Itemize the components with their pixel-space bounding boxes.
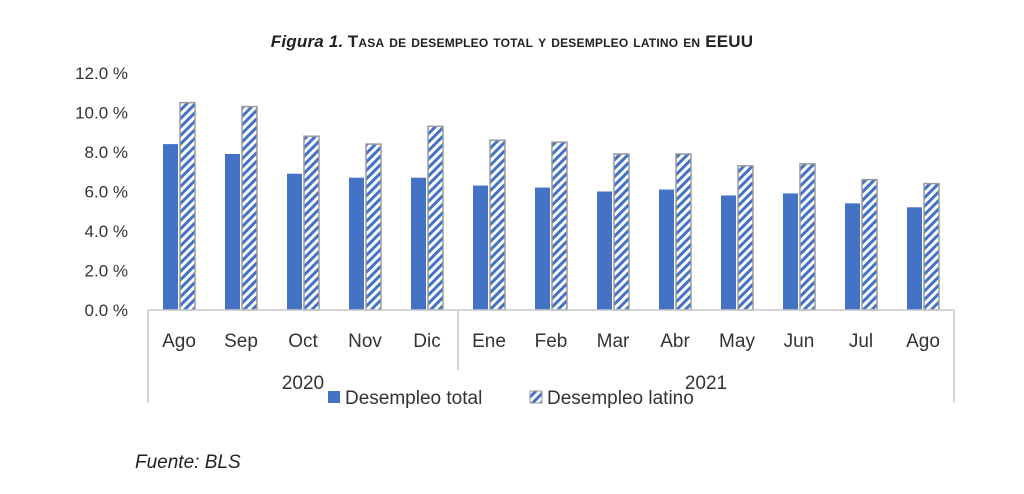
bar-total — [287, 173, 302, 310]
bar-latino — [923, 182, 940, 311]
x-tick-label: Ago — [906, 331, 940, 352]
bar-total — [225, 153, 240, 310]
x-tick-label: Jun — [784, 331, 815, 352]
x-tick-label: Ago — [162, 331, 196, 352]
x-tick-label: Ene — [472, 331, 506, 352]
x-tick-label: Jul — [849, 331, 873, 352]
bar-latino — [489, 139, 506, 311]
y-tick-label: 8.0 % — [85, 143, 128, 162]
y-tick-label: 4.0 % — [85, 222, 128, 241]
bar-total — [721, 195, 736, 310]
bar-latino — [303, 135, 320, 311]
x-tick-label: Sep — [224, 331, 258, 352]
bar-latino — [365, 143, 382, 311]
bar-total — [907, 207, 922, 310]
bar-total — [783, 193, 798, 310]
bar-latino — [427, 125, 444, 311]
chart-title: Figura 1. Tasa de desempleo total y dese… — [0, 32, 1024, 52]
figure-label: Figura 1. — [270, 32, 344, 51]
bar-latino — [241, 105, 258, 311]
bar-total — [411, 177, 426, 310]
bar-latino — [737, 165, 754, 311]
bar-latino — [551, 141, 568, 311]
x-tick-label: Feb — [535, 331, 568, 352]
legend-swatch — [328, 391, 340, 403]
y-tick-label: 0.0 % — [85, 301, 128, 320]
bar-latino — [675, 153, 692, 311]
bar-latino — [179, 101, 196, 311]
y-tick-label: 10.0 % — [75, 104, 128, 123]
x-tick-label: Nov — [348, 331, 382, 352]
bar-total — [473, 185, 488, 310]
legend-label: Desempleo total — [345, 388, 482, 409]
bar-total — [597, 191, 612, 310]
bar-latino — [861, 178, 878, 311]
bar-total — [659, 189, 674, 310]
y-tick-label: 6.0 % — [85, 183, 128, 202]
bar-total — [535, 187, 550, 310]
bar-latino — [613, 153, 630, 311]
y-tick-label: 12.0 % — [75, 64, 128, 83]
group-label: 2020 — [282, 373, 324, 394]
x-tick-label: Oct — [288, 331, 318, 352]
y-tick-label: 2.0 % — [85, 262, 128, 281]
x-tick-label: Mar — [597, 331, 630, 352]
bar-total — [349, 177, 364, 310]
x-tick-label: Abr — [660, 331, 690, 352]
bar-total — [845, 203, 860, 310]
bar-latino — [799, 163, 816, 311]
legend-swatch — [529, 390, 543, 404]
x-tick-label: Dic — [413, 331, 440, 352]
x-tick-label: May — [719, 331, 755, 352]
bar-total — [163, 144, 178, 310]
legend-label: Desempleo latino — [547, 388, 694, 409]
title-text: Tasa de desempleo total y desempleo lati… — [347, 32, 754, 51]
group-label: 2021 — [685, 373, 727, 394]
source-note: Fuente: BLS — [135, 452, 241, 473]
